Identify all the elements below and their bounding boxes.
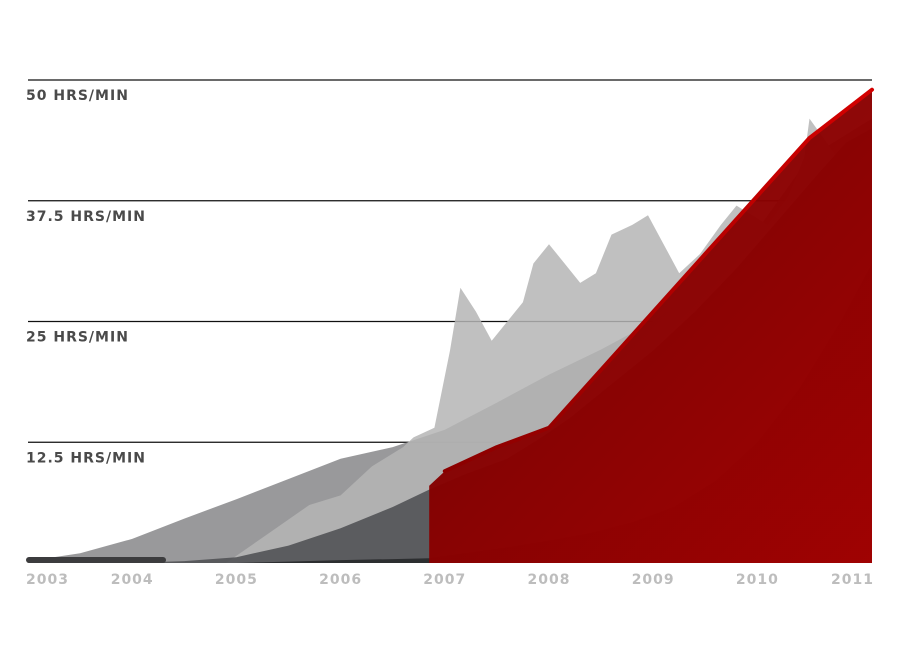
x-tick-label-6: 2009 (632, 572, 675, 588)
x-tick-label-8: 2011 (831, 572, 874, 588)
x-tick-label-0: 2003 (26, 572, 69, 588)
series-area-4 (429, 89, 872, 563)
x-tick-label-7: 2010 (736, 572, 779, 588)
y-tick-label-3: 50 HRS/MIN (26, 88, 129, 104)
y-axis-labels: 12.5 HRS/MIN 25 HRS/MIN 37.5 HRS/MIN 50 HRS… (26, 88, 146, 466)
x-tick-label-1: 2004 (111, 572, 154, 588)
y-tick-label-2: 37.5 HRS/MIN (26, 209, 146, 225)
series-area-4-edge (442, 87, 874, 474)
x-tick-label-3: 2006 (319, 572, 362, 588)
x-axis-labels: 2003 2004 2005 2006 2007 2008 2009 2010 2011 (26, 572, 874, 588)
series-areas (26, 87, 874, 564)
baseline-cap (26, 557, 166, 563)
y-tick-label-0: 12.5 HRS/MIN (26, 450, 146, 466)
x-tick-label-5: 2008 (528, 572, 571, 588)
x-tick-label-4: 2007 (423, 572, 466, 588)
x-tick-label-2: 2005 (215, 572, 258, 588)
y-tick-label-1: 25 HRS/MIN (26, 330, 129, 346)
